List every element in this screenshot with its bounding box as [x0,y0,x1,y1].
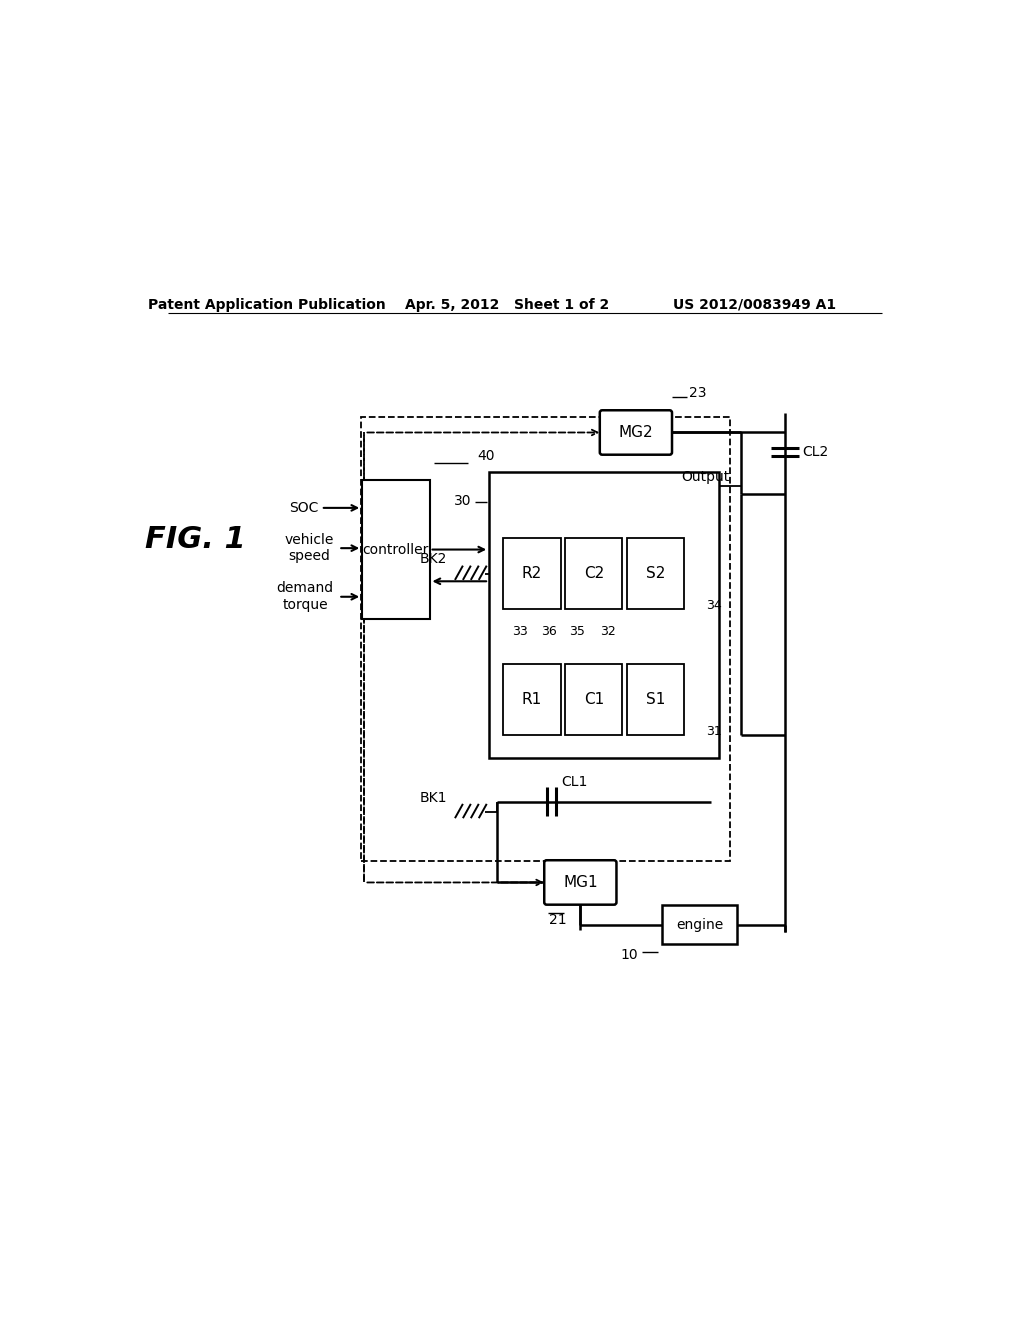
FancyBboxPatch shape [544,861,616,904]
Text: torque: torque [283,598,328,612]
Text: Patent Application Publication: Patent Application Publication [148,298,386,312]
Text: C1: C1 [584,692,604,706]
Text: MG2: MG2 [618,425,653,440]
Bar [504,537,560,610]
Text: 35: 35 [569,626,585,638]
Text: C2: C2 [584,566,604,581]
FancyBboxPatch shape [600,411,672,454]
Text: speed: speed [288,549,330,564]
Text: US 2012/0083949 A1: US 2012/0083949 A1 [674,298,837,312]
Text: 34: 34 [707,599,722,612]
Text: SOC: SOC [289,500,318,515]
Text: 31: 31 [707,725,722,738]
Text: MG1: MG1 [563,875,598,890]
Text: vehicle: vehicle [285,533,334,546]
Text: 36: 36 [541,626,557,638]
Text: Apr. 5, 2012   Sheet 1 of 2: Apr. 5, 2012 Sheet 1 of 2 [406,298,609,312]
Bar [504,664,560,735]
Text: R1: R1 [522,692,542,706]
Bar [362,480,430,619]
Bar [627,537,684,610]
Text: 23: 23 [689,385,707,400]
Bar [489,473,719,758]
Bar [360,417,729,861]
Text: BK2: BK2 [420,552,447,566]
Text: 21: 21 [549,912,566,927]
Text: R2: R2 [522,566,542,581]
Text: CL1: CL1 [561,775,588,788]
Text: S2: S2 [646,566,666,581]
Bar [627,664,684,735]
Text: 30: 30 [454,494,472,508]
Text: engine: engine [676,917,723,932]
Text: 10: 10 [621,949,638,962]
Text: 33: 33 [512,626,528,638]
Text: 40: 40 [477,449,495,463]
Text: 32: 32 [600,626,616,638]
Bar [662,906,737,944]
Text: controller: controller [362,543,429,557]
Text: FIG. 1: FIG. 1 [145,525,246,554]
Text: Output: Output [681,470,729,483]
Bar [565,664,623,735]
Text: CL2: CL2 [803,445,828,459]
Text: S1: S1 [646,692,666,706]
Bar [565,537,623,610]
Text: demand: demand [276,581,334,595]
Text: BK1: BK1 [420,791,447,805]
